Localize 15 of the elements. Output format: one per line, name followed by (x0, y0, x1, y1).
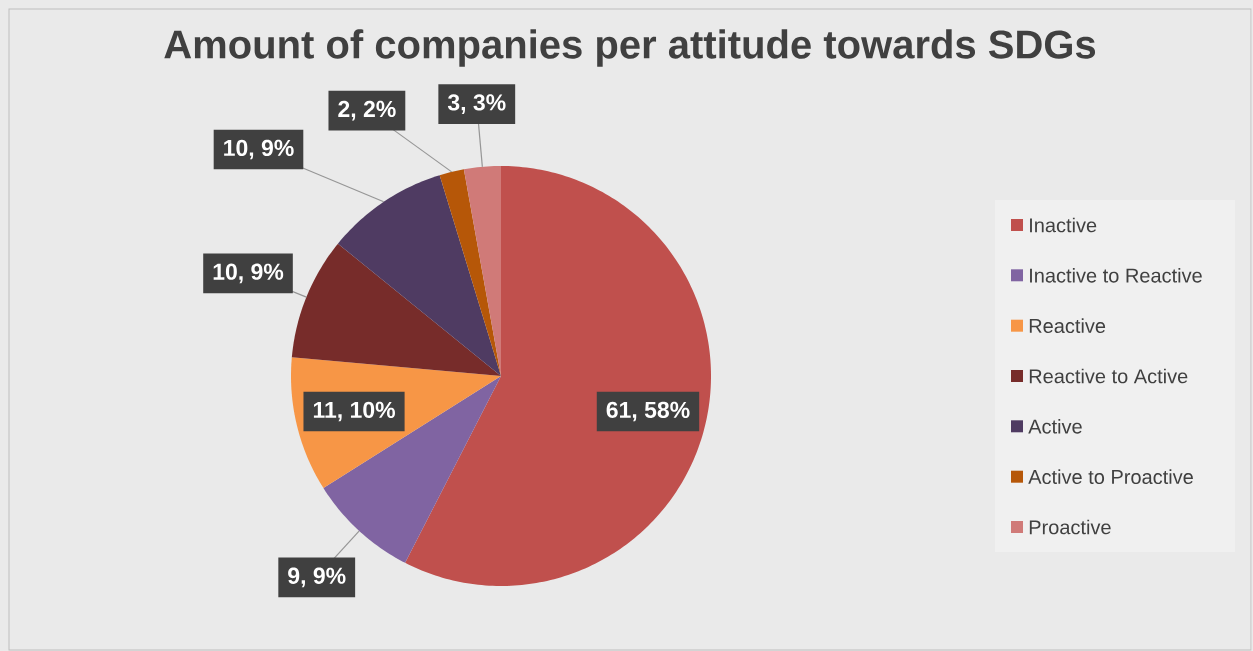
legend-label: Proactive (1029, 519, 1111, 535)
data-label: 10, 9% (213, 263, 284, 284)
legend-label: Reactive (1029, 318, 1106, 334)
legend-label: Reactive to Active (1029, 368, 1188, 384)
data-label: 2, 2% (338, 100, 396, 121)
legend-label: Inactive (1030, 217, 1097, 233)
data-label: 10, 9% (224, 139, 294, 160)
legend-label: Inactive to Reactive (1030, 267, 1202, 283)
data-label: 11, 10% (313, 401, 395, 422)
data-label: 3, 3% (447, 94, 506, 114)
data-label: 9, 9% (288, 567, 346, 588)
legend-label: Active to Proactive (1028, 469, 1193, 485)
data-label: 61, 58% (606, 401, 690, 422)
chart-title: Amount of companies per attitude towards SDGs (164, 29, 1096, 67)
legend-label: Active (1028, 418, 1082, 434)
